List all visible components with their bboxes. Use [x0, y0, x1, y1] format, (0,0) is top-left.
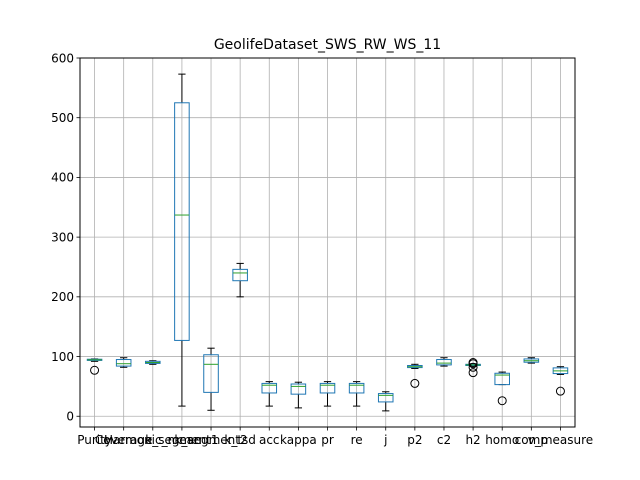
outlier-point: [410, 378, 420, 388]
box-iqr: [436, 359, 452, 366]
box-re: [348, 381, 365, 407]
y-tick-label: 200: [51, 290, 74, 304]
x-tick-label: c2: [437, 433, 451, 447]
box-iqr: [348, 382, 365, 394]
outlier-point: [555, 386, 565, 396]
y-tick-label: 100: [51, 350, 74, 364]
x-tick-label: k_segment1: [145, 433, 218, 447]
box-iqr: [377, 393, 394, 403]
box-iqr: [261, 382, 278, 394]
x-tick-label: Coverage: [95, 433, 153, 447]
x-tick-label: kappa: [280, 433, 317, 447]
y-tick-label: 600: [51, 51, 74, 65]
outlier-point: [90, 365, 100, 375]
y-tick-label: 0: [66, 410, 74, 424]
box-iqr: [290, 383, 307, 395]
box-iqr: [203, 354, 219, 393]
box-pr: [319, 381, 336, 407]
boxes: [86, 73, 569, 412]
x-tick-label: Harmonic_mean: [104, 433, 202, 447]
box-homo: [494, 371, 510, 406]
outlier-point: [468, 368, 478, 378]
box-j: [377, 391, 394, 412]
x-tick-label: homo: [485, 433, 519, 447]
x-tick-label: pr: [321, 433, 334, 447]
outlier-point: [468, 362, 478, 372]
y-tick-label: 300: [51, 230, 74, 244]
box-k_segment1: [174, 73, 190, 407]
x-tick-label: j: [383, 433, 387, 447]
box-v_measure: [552, 366, 569, 396]
box-iqr: [232, 268, 248, 282]
x-tick-label: v_measure: [528, 433, 593, 447]
box-h2: [465, 358, 481, 378]
x-axis: PurityCoverageHarmonic_meank_segment1k_s…: [77, 427, 593, 447]
x-tick-label: Purity: [77, 433, 112, 447]
box-iqr: [319, 382, 336, 394]
x-tick-label: acc: [259, 433, 280, 447]
box-iqr: [115, 359, 132, 367]
box-acc: [261, 381, 278, 407]
chart-title: GeolifeDataset_SWS_RW_WS_11: [214, 37, 441, 53]
box-c2: [436, 357, 452, 367]
outlier-point: [468, 358, 478, 368]
y-tick-label: 400: [51, 171, 74, 185]
x-tick-label: k_tsd: [224, 433, 256, 447]
x-tick-label: comp: [515, 433, 548, 447]
y-tick-label: 500: [51, 111, 74, 125]
box-p2: [407, 363, 423, 388]
box-iqr: [174, 102, 190, 341]
grid: [80, 57, 575, 427]
box-kappa: [290, 381, 307, 409]
y-axis: 0 100 200 300 400 500 600: [51, 51, 80, 424]
x-tick-label: k_segment2: [174, 433, 247, 447]
box-Coverage: [115, 357, 132, 368]
x-tick-label: p2: [407, 433, 422, 447]
box-k_tsd: [232, 262, 248, 298]
x-tick-label: h2: [465, 433, 480, 447]
box-Purity: [86, 358, 103, 375]
x-tick-label: re: [351, 433, 363, 447]
box-Harmonic_mean: [145, 360, 161, 365]
outlier-point: [497, 396, 507, 406]
box-k_segment2: [203, 347, 219, 411]
box-comp: [523, 357, 540, 364]
box-iqr: [494, 372, 510, 386]
